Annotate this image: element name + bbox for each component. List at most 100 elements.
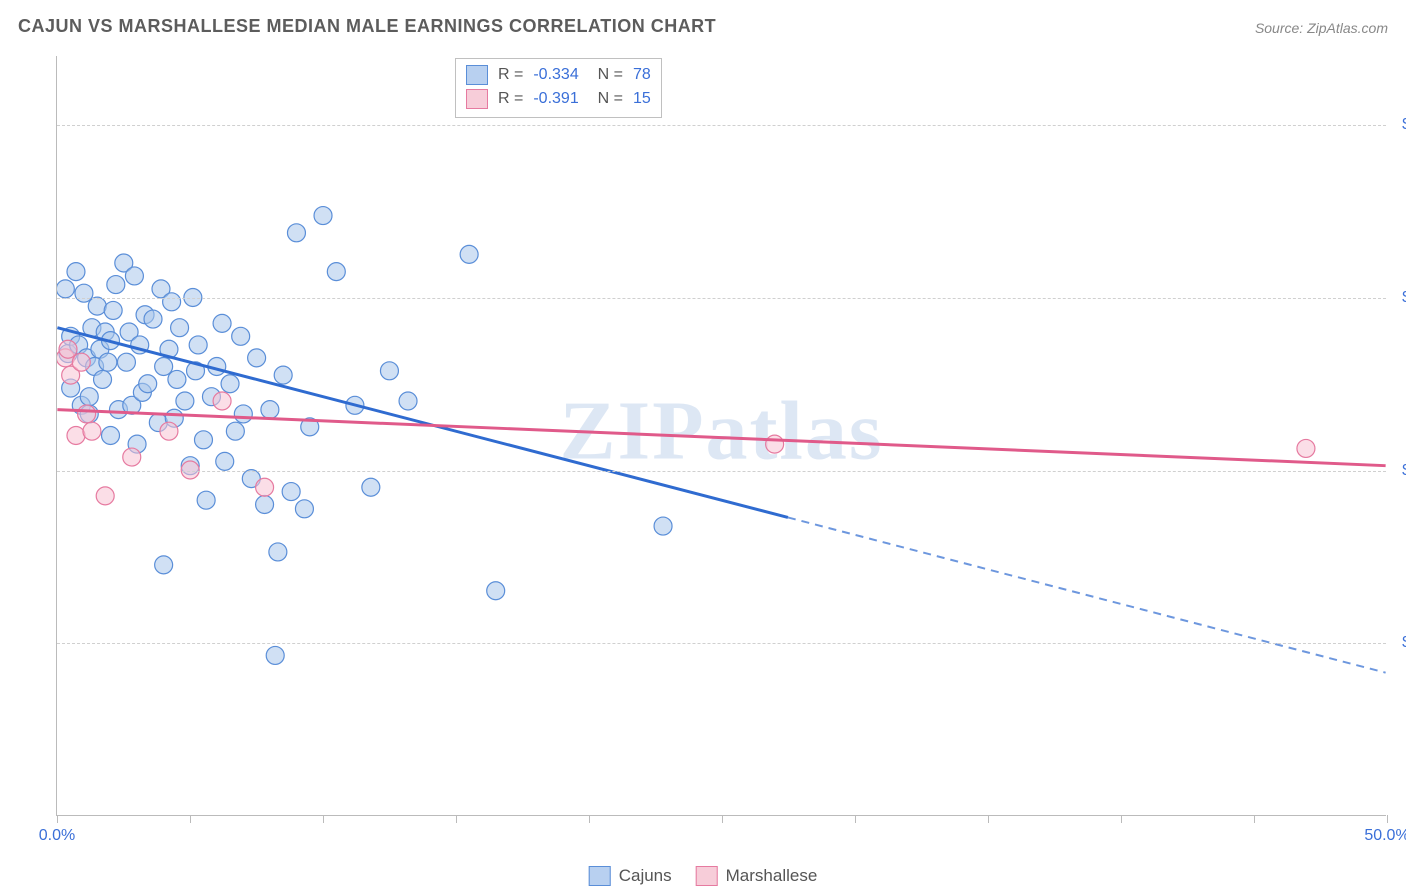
data-point bbox=[165, 409, 183, 427]
data-point bbox=[67, 263, 85, 281]
data-point bbox=[123, 448, 141, 466]
data-point bbox=[197, 491, 215, 509]
legend-label: Cajuns bbox=[619, 866, 672, 886]
data-point bbox=[86, 358, 104, 376]
data-point bbox=[213, 314, 231, 332]
data-point bbox=[766, 435, 784, 453]
data-point bbox=[102, 427, 120, 445]
data-point bbox=[487, 582, 505, 600]
data-point bbox=[139, 375, 157, 393]
data-point bbox=[460, 245, 478, 263]
data-point bbox=[133, 383, 151, 401]
data-point bbox=[115, 254, 133, 272]
data-point bbox=[171, 319, 189, 337]
trend-line-extrapolated bbox=[788, 517, 1386, 672]
data-point bbox=[59, 345, 77, 363]
trend-line bbox=[57, 328, 788, 518]
data-point bbox=[362, 478, 380, 496]
data-point bbox=[152, 280, 170, 298]
data-point bbox=[120, 323, 138, 341]
data-point bbox=[314, 207, 332, 225]
swatch-pink-icon bbox=[696, 866, 718, 886]
stat-label: N = bbox=[589, 66, 623, 84]
data-point bbox=[160, 340, 178, 358]
legend-label: Marshallese bbox=[726, 866, 818, 886]
data-point bbox=[96, 487, 114, 505]
data-point bbox=[189, 336, 207, 354]
data-point bbox=[62, 379, 80, 397]
data-point bbox=[269, 543, 287, 561]
data-point bbox=[94, 370, 112, 388]
data-point bbox=[234, 405, 252, 423]
stat-label: R = bbox=[498, 90, 523, 108]
data-point bbox=[181, 457, 199, 475]
data-point bbox=[202, 388, 220, 406]
data-point bbox=[380, 362, 398, 380]
data-point bbox=[208, 358, 226, 376]
gridline bbox=[57, 298, 1386, 299]
x-tick bbox=[1254, 815, 1255, 823]
data-point bbox=[62, 366, 80, 384]
data-point bbox=[88, 297, 106, 315]
data-point bbox=[399, 392, 417, 410]
x-tick bbox=[57, 815, 58, 823]
data-point bbox=[144, 310, 162, 328]
data-point bbox=[72, 396, 90, 414]
x-tick bbox=[1387, 815, 1388, 823]
gridline bbox=[57, 125, 1386, 126]
data-point bbox=[226, 422, 244, 440]
gridline bbox=[57, 471, 1386, 472]
data-point bbox=[62, 327, 80, 345]
swatch-pink-icon bbox=[466, 89, 488, 109]
y-tick-label: $80,000 bbox=[1402, 116, 1406, 134]
data-point bbox=[128, 435, 146, 453]
data-point bbox=[80, 405, 98, 423]
data-point bbox=[266, 646, 284, 664]
data-point bbox=[131, 336, 149, 354]
y-tick-label: $20,000 bbox=[1402, 634, 1406, 652]
data-point bbox=[96, 323, 114, 341]
swatch-blue-icon bbox=[589, 866, 611, 886]
data-point bbox=[221, 375, 239, 393]
chart-title: CAJUN VS MARSHALLESE MEDIAN MALE EARNING… bbox=[18, 16, 716, 37]
x-tick-label: 0.0% bbox=[39, 827, 75, 845]
watermark: ZIPatlas bbox=[559, 382, 883, 479]
series-legend: Cajuns Marshallese bbox=[589, 866, 818, 886]
data-point bbox=[274, 366, 292, 384]
data-point bbox=[70, 336, 88, 354]
data-point bbox=[194, 431, 212, 449]
x-tick bbox=[190, 815, 191, 823]
data-point bbox=[301, 418, 319, 436]
data-point bbox=[80, 388, 98, 406]
x-tick bbox=[589, 815, 590, 823]
data-point bbox=[213, 392, 231, 410]
data-point bbox=[155, 358, 173, 376]
data-point bbox=[109, 401, 127, 419]
x-tick bbox=[323, 815, 324, 823]
data-point bbox=[83, 422, 101, 440]
data-point bbox=[242, 470, 260, 488]
x-tick bbox=[855, 815, 856, 823]
data-point bbox=[261, 401, 279, 419]
data-point bbox=[346, 396, 364, 414]
x-tick bbox=[1121, 815, 1122, 823]
data-point bbox=[107, 276, 125, 294]
data-point bbox=[160, 422, 178, 440]
stats-row-cajuns: R = -0.334 N = 78 bbox=[466, 63, 651, 87]
stat-label: R = bbox=[498, 66, 523, 84]
data-point bbox=[232, 327, 250, 345]
stat-n-value: 78 bbox=[633, 66, 651, 84]
data-point bbox=[104, 301, 122, 319]
data-point bbox=[327, 263, 345, 281]
data-point bbox=[123, 396, 141, 414]
data-point bbox=[187, 362, 205, 380]
y-tick-label: $60,000 bbox=[1402, 289, 1406, 307]
data-point bbox=[149, 414, 167, 432]
data-point bbox=[176, 392, 194, 410]
stat-r-value: -0.391 bbox=[533, 90, 578, 108]
data-point bbox=[57, 349, 74, 367]
data-point bbox=[256, 478, 274, 496]
data-point bbox=[295, 500, 313, 518]
data-point bbox=[78, 405, 96, 423]
stats-row-marshallese: R = -0.391 N = 15 bbox=[466, 87, 651, 111]
